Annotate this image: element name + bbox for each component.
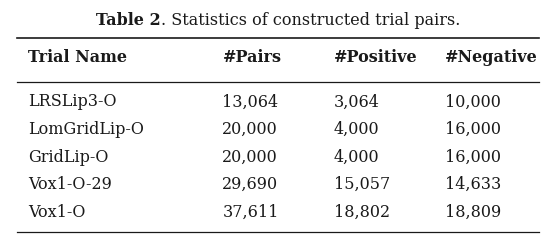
Text: 10,000: 10,000 [445, 94, 500, 110]
Text: Table 2: Table 2 [96, 12, 161, 29]
Text: Vox1-O: Vox1-O [28, 204, 85, 221]
Text: 14,633: 14,633 [445, 176, 501, 193]
Text: Trial Name: Trial Name [28, 49, 127, 66]
Text: LomGridLip-O: LomGridLip-O [28, 121, 143, 138]
Text: Vox1-O-29: Vox1-O-29 [28, 176, 112, 193]
Text: 16,000: 16,000 [445, 121, 501, 138]
Text: 4,000: 4,000 [334, 149, 379, 166]
Text: 3,064: 3,064 [334, 94, 380, 110]
Text: 4,000: 4,000 [334, 121, 379, 138]
Text: GridLip-O: GridLip-O [28, 149, 108, 166]
Text: 18,802: 18,802 [334, 204, 390, 221]
Text: . Statistics of constructed trial pairs.: . Statistics of constructed trial pairs. [161, 12, 460, 29]
Text: 16,000: 16,000 [445, 149, 501, 166]
Text: 15,057: 15,057 [334, 176, 390, 193]
Text: 29,690: 29,690 [222, 176, 279, 193]
Text: #Positive: #Positive [334, 49, 417, 66]
Text: 20,000: 20,000 [222, 149, 278, 166]
Text: 37,611: 37,611 [222, 204, 279, 221]
Text: #Negative: #Negative [445, 49, 538, 66]
Text: 13,064: 13,064 [222, 94, 279, 110]
Text: 18,809: 18,809 [445, 204, 501, 221]
Text: LRSLip3-O: LRSLip3-O [28, 94, 116, 110]
Text: #Pairs: #Pairs [222, 49, 281, 66]
Text: 20,000: 20,000 [222, 121, 278, 138]
